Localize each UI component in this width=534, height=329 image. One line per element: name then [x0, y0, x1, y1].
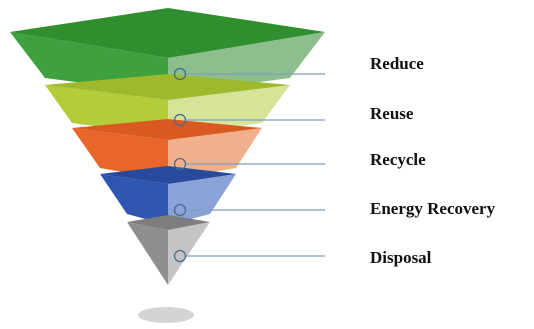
- connector-recycle: [173, 157, 325, 171]
- connector-reuse: [173, 113, 325, 127]
- connector-reduce: [173, 67, 325, 81]
- layer-disposal: [127, 215, 210, 285]
- label-recycle: Recycle: [370, 150, 426, 169]
- layer-recycle: [72, 119, 262, 180]
- connector-dot: [173, 67, 187, 81]
- label-reduce: Reduce: [370, 54, 424, 73]
- connector-dot: [173, 203, 187, 217]
- label-reuse: Reuse: [370, 104, 414, 123]
- connector-dot: [173, 113, 187, 127]
- connector-dot: [173, 249, 187, 263]
- connector-disposal: [173, 249, 325, 263]
- connector-energy-recovery: [173, 203, 325, 217]
- label-disposal: Disposal: [370, 248, 432, 267]
- connector-dot: [173, 157, 187, 171]
- pyramid-shadow: [138, 307, 194, 323]
- label-energy-recovery: Energy Recovery: [370, 199, 496, 218]
- layer-energy-recovery: [100, 166, 236, 225]
